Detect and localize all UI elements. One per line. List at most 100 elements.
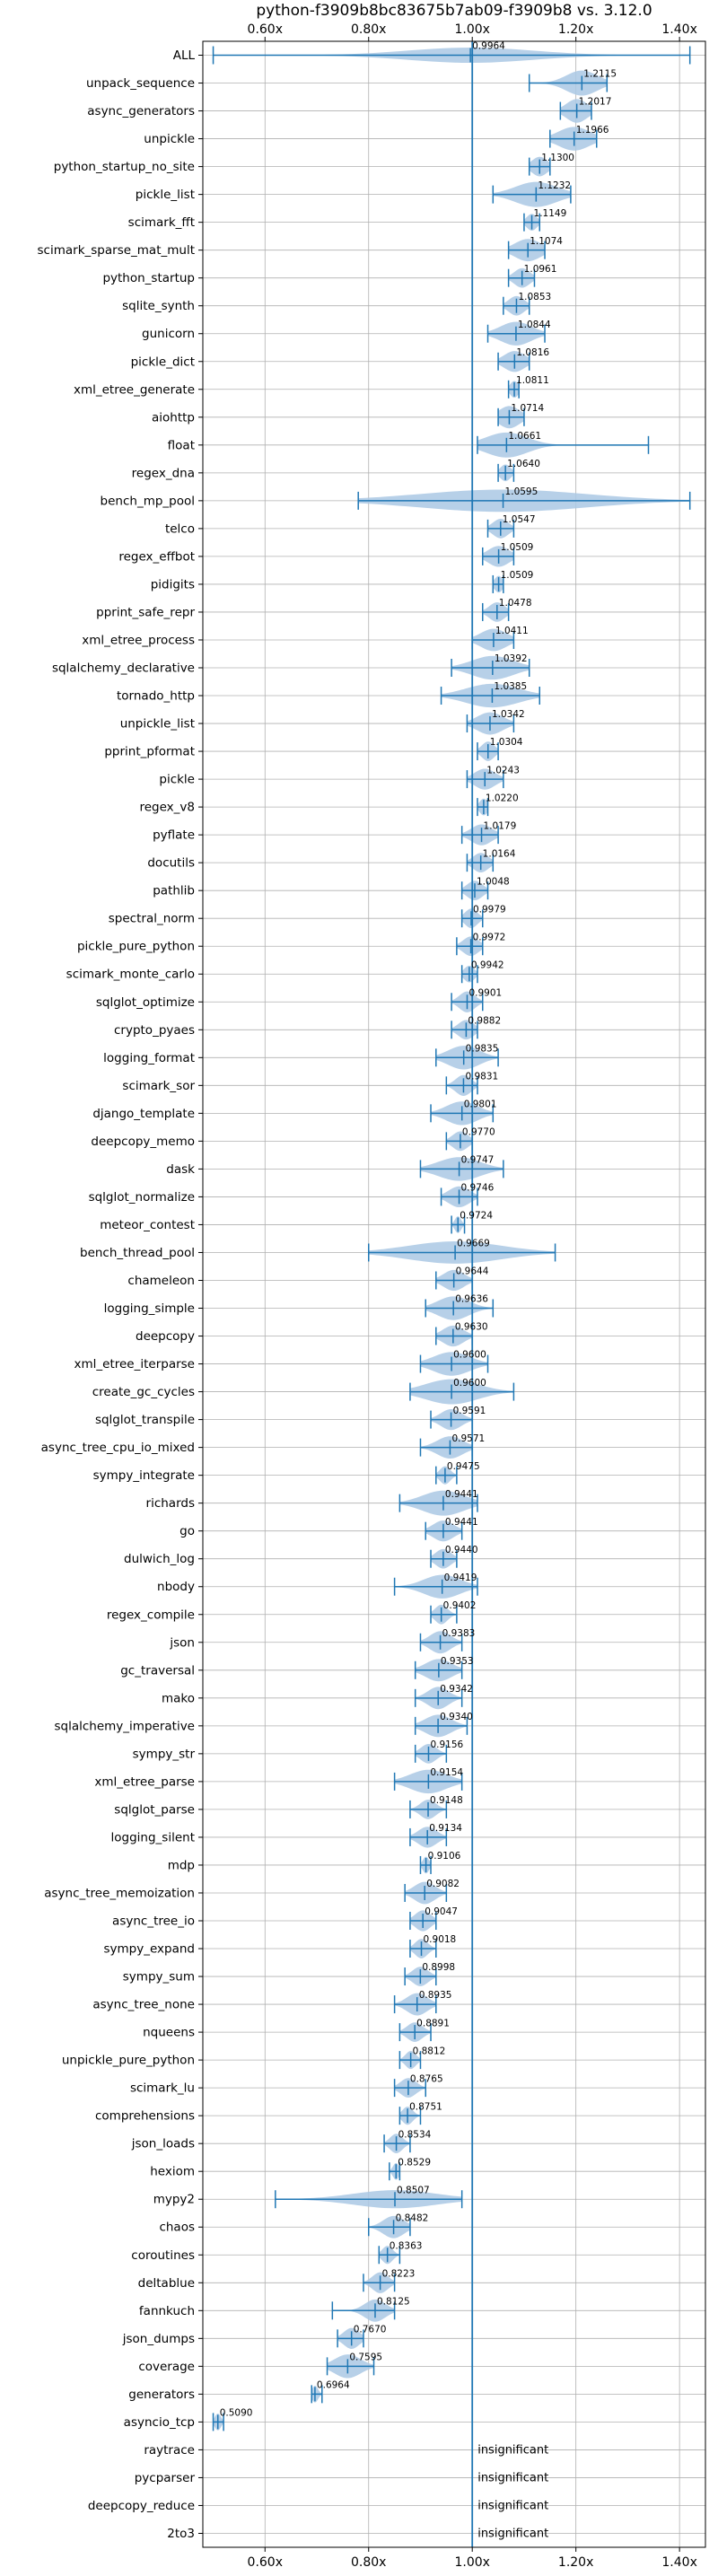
category-label-chaos: chaos xyxy=(159,2221,195,2235)
value-label-chameleon: 0.9644 xyxy=(456,1266,489,1277)
value-label-xml-etree-generate: 1.0811 xyxy=(516,375,549,386)
category-label-pickle-pure-python: pickle_pure_python xyxy=(77,940,195,954)
category-label-mako: mako xyxy=(162,1691,195,1705)
category-label-float: float xyxy=(168,438,195,452)
value-label-xml-etree-parse: 0.9154 xyxy=(430,1767,463,1778)
category-label-deepcopy-reduce: deepcopy_reduce xyxy=(88,2499,195,2513)
category-label-xml-etree-parse: xml_etree_parse xyxy=(94,1774,195,1789)
value-label-aiohttp: 1.0714 xyxy=(511,403,544,414)
value-label-async-tree-cpu-io-mixed: 0.9571 xyxy=(451,1433,485,1444)
value-label-async-tree-io: 0.9047 xyxy=(425,1906,458,1917)
value-label-nbody: 0.9419 xyxy=(444,1573,477,1583)
value-label-pickle: 1.0243 xyxy=(486,765,520,775)
value-label-sqlglot-parse: 0.9148 xyxy=(430,1795,463,1806)
value-label-pathlib: 1.0048 xyxy=(477,876,510,887)
category-label-pycparser: pycparser xyxy=(135,2471,196,2485)
category-label-sqlglot-normalize: sqlglot_normalize xyxy=(89,1190,195,1205)
category-label-dask: dask xyxy=(166,1162,195,1177)
value-label-logging-simple: 0.9636 xyxy=(455,1294,488,1305)
category-label-nbody: nbody xyxy=(157,1580,195,1594)
value-label-create-gc-cycles: 0.9600 xyxy=(453,1378,486,1389)
category-label-pprint-safe-repr: pprint_safe_repr xyxy=(96,605,195,619)
category-label-2to3: 2to3 xyxy=(167,2527,195,2541)
category-label-regex-effbot: regex_effbot xyxy=(118,549,195,564)
value-label-sympy-str: 0.9156 xyxy=(430,1739,463,1750)
category-label-coverage: coverage xyxy=(138,2360,195,2374)
insignificant-label-deepcopy-reduce: insignificant xyxy=(477,2499,548,2512)
value-label-sympy-expand: 0.9018 xyxy=(424,1934,457,1945)
value-label-mdp: 0.9106 xyxy=(428,1851,461,1862)
category-label-sqlglot-parse: sqlglot_parse xyxy=(114,1802,195,1817)
category-label-sqlglot-transpile: sqlglot_transpile xyxy=(95,1413,195,1427)
value-label-coverage: 0.7595 xyxy=(349,2353,382,2363)
category-label-pickle-list: pickle_list xyxy=(136,188,195,202)
plot-frame xyxy=(202,40,706,2548)
value-label-pickle-list: 1.1232 xyxy=(538,180,571,191)
value-label-async-generators: 1.2017 xyxy=(579,97,612,108)
value-label-sqlglot-normalize: 0.9746 xyxy=(461,1183,495,1194)
category-label-sqlite-synth: sqlite_synth xyxy=(122,299,195,313)
category-label-pprint-pformat: pprint_pformat xyxy=(104,745,195,759)
x-tick-label-top: 1.00x xyxy=(454,22,489,37)
category-label-richards: richards xyxy=(146,1496,195,1511)
category-label-logging-simple: logging_simple xyxy=(104,1301,195,1316)
value-label-bench-thread-pool: 0.9669 xyxy=(457,1239,490,1249)
value-label-python-startup-no-site: 1.1300 xyxy=(541,153,574,163)
category-label-async-tree-none: async_tree_none xyxy=(92,1998,195,2012)
category-label-tornado-http: tornado_http xyxy=(117,689,195,704)
chart-title: python-f3909b8bc83675b7ab09-f3909b8 vs. … xyxy=(256,2,652,20)
value-label-python-startup: 1.0961 xyxy=(524,264,557,275)
category-label-hexiom: hexiom xyxy=(150,2165,195,2179)
value-label-bench-mp-pool: 1.0595 xyxy=(505,486,538,497)
category-label-unpickle: unpickle xyxy=(144,132,195,146)
value-label-deepcopy-memo: 0.9770 xyxy=(462,1127,495,1138)
category-label-pathlib: pathlib xyxy=(153,884,195,898)
value-label-unpickle-pure-python: 0.8812 xyxy=(413,2046,446,2056)
value-label-sympy-integrate: 0.9475 xyxy=(447,1461,480,1472)
value-label-dulwich-log: 0.9440 xyxy=(445,1545,478,1555)
value-label-spectral-norm: 0.9979 xyxy=(473,904,506,915)
category-label-raytrace: raytrace xyxy=(144,2443,195,2458)
grid-layer xyxy=(203,41,705,2547)
category-label-pidigits: pidigits xyxy=(151,577,195,591)
category-label-unpack-sequence: unpack_sequence xyxy=(86,76,195,91)
category-label-comprehensions: comprehensions xyxy=(95,2109,195,2124)
violin-layer xyxy=(213,47,690,2431)
category-label-gc-traversal: gc_traversal xyxy=(120,1663,195,1678)
value-label-django-template: 0.9801 xyxy=(464,1100,497,1110)
value-label-sqlalchemy-imperative: 0.9340 xyxy=(440,1712,473,1722)
category-label-spectral-norm: spectral_norm xyxy=(109,912,195,926)
x-tick-label-bottom: 1.00x xyxy=(454,2555,489,2570)
category-label-fannkuch: fannkuch xyxy=(139,2304,195,2318)
category-label-coroutines: coroutines xyxy=(131,2248,195,2263)
value-label-json: 0.9383 xyxy=(442,1628,476,1639)
category-label-sqlalchemy-declarative: sqlalchemy_declarative xyxy=(52,662,195,676)
category-label-xml-etree-generate: xml_etree_generate xyxy=(74,382,195,397)
value-label-hexiom: 0.8529 xyxy=(398,2157,431,2168)
category-label-deepcopy-memo: deepcopy_memo xyxy=(91,1135,195,1149)
value-label-scimark-lu: 0.8765 xyxy=(410,2073,443,2084)
insignificant-label-raytrace: insignificant xyxy=(477,2443,548,2457)
category-label-scimark-fft: scimark_fft xyxy=(128,215,195,230)
value-label-telco: 1.0547 xyxy=(503,514,536,525)
x-tick-label-top: 1.20x xyxy=(558,22,593,37)
value-label-xml-etree-process: 1.0411 xyxy=(495,626,529,636)
value-label-scimark-monte-carlo: 0.9942 xyxy=(471,959,504,970)
value-label-layer: 0.9964 1.2115 1.2017 1.1966 1.1300 1.1232 1.11… xyxy=(220,41,617,2541)
category-label-async-tree-memoization: async_tree_memoization xyxy=(44,1886,195,1900)
x-tick-label-bottom: 1.20x xyxy=(558,2555,593,2570)
value-label-gc-traversal: 0.9353 xyxy=(441,1656,474,1667)
value-label-unpickle: 1.1966 xyxy=(576,125,609,136)
axis-layer: 0.60x 0.60x 0.80x 0.80x 1.00x 1.00x 1.20x 1.20x… xyxy=(38,22,697,2570)
value-label-deepcopy: 0.9630 xyxy=(455,1322,488,1333)
category-label-sympy-sum: sympy_sum xyxy=(123,1970,195,1985)
value-label-asyncio-tcp: 0.5090 xyxy=(220,2408,253,2419)
value-label-pprint-safe-repr: 1.0478 xyxy=(499,598,532,609)
value-label-tornado-http: 1.0385 xyxy=(494,681,527,692)
value-label-json-loads: 0.8534 xyxy=(398,2129,432,2140)
insignificant-label-2to3: insignificant xyxy=(477,2527,548,2540)
value-label-nqueens: 0.8891 xyxy=(416,2018,450,2028)
category-label-json-loads: json_loads xyxy=(131,2137,195,2151)
category-label-xml-etree-iterparse: xml_etree_iterparse xyxy=(74,1357,196,1371)
